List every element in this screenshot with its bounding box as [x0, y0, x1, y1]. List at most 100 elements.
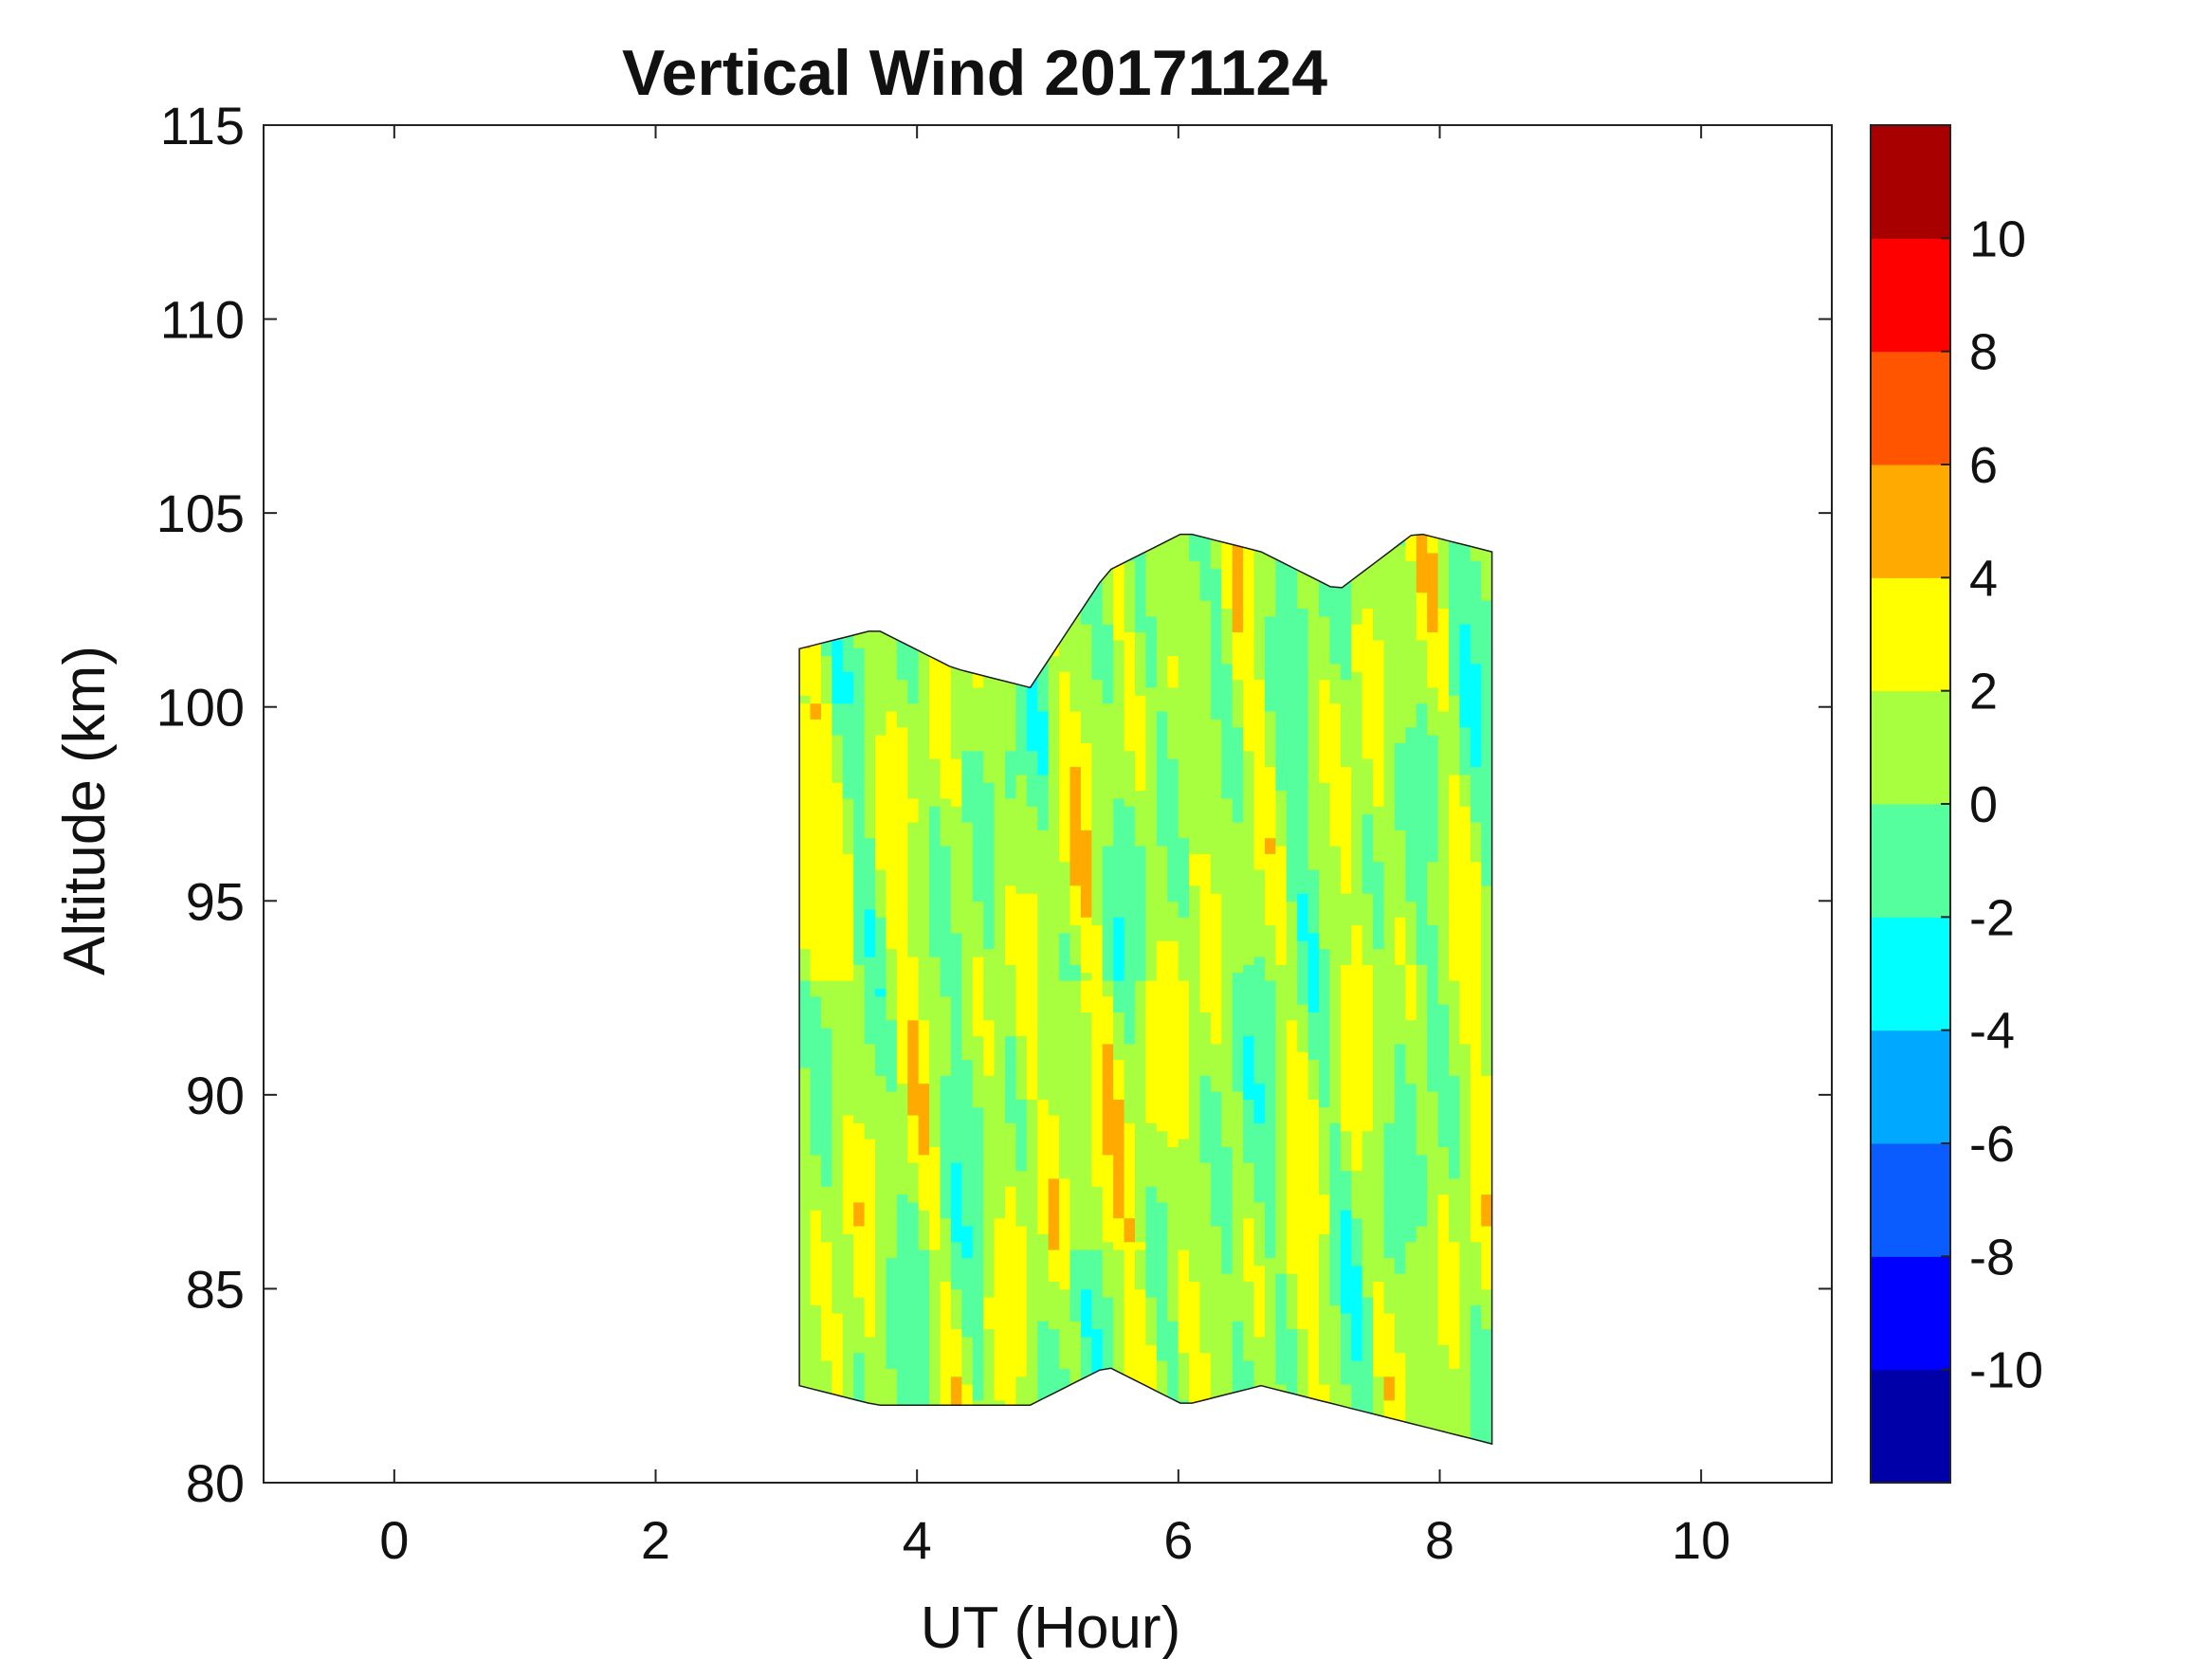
contour-cell	[1178, 537, 1190, 546]
contour-cell	[994, 917, 1006, 926]
contour-cell	[1069, 521, 1081, 530]
contour-cell	[832, 719, 844, 728]
contour-cell	[1091, 1019, 1104, 1029]
contour-cell	[1048, 774, 1060, 783]
contour-cell	[1156, 1115, 1168, 1123]
contour-cell	[961, 552, 974, 561]
contour-cell	[1232, 758, 1244, 768]
contour-cell	[875, 917, 887, 926]
contour-cell	[1069, 782, 1082, 792]
contour-cell	[799, 1059, 812, 1068]
contour-cell	[950, 988, 962, 997]
contour-cell	[1102, 861, 1114, 870]
contour-cell	[1015, 1186, 1028, 1195]
contour-cell	[810, 592, 822, 601]
contour-cell	[950, 1139, 962, 1148]
contour-cell	[1048, 1312, 1060, 1322]
contour-cell	[832, 1066, 844, 1076]
contour-cell	[1015, 893, 1028, 902]
contour-cell	[972, 710, 984, 720]
contour-cell	[1069, 1075, 1082, 1085]
contour-cell	[1156, 1281, 1168, 1290]
contour-cell	[1189, 853, 1201, 863]
contour-cell	[1015, 521, 1027, 530]
contour-cell	[896, 1344, 908, 1354]
contour-cell	[1091, 679, 1104, 688]
contour-cell	[950, 1344, 962, 1354]
contour-cell	[918, 600, 930, 609]
contour-cell	[907, 608, 920, 617]
contour-cell	[842, 988, 854, 997]
contour-cell	[820, 1139, 832, 1148]
contour-cell	[1134, 615, 1146, 625]
contour-cell	[1145, 782, 1158, 792]
contour-cell	[1069, 893, 1082, 902]
contour-cell	[1015, 1099, 1028, 1108]
contour-cell	[799, 710, 812, 720]
contour-cell	[1048, 790, 1060, 799]
contour-cell	[1156, 1075, 1168, 1085]
contour-cell	[1026, 797, 1038, 807]
contour-cell	[972, 766, 984, 775]
contour-cell	[961, 1154, 974, 1163]
contour-cell	[1145, 853, 1158, 863]
contour-cell	[1134, 940, 1146, 950]
contour-cell	[875, 639, 887, 648]
contour-cell	[1048, 979, 1060, 989]
contour-cell	[1069, 1162, 1082, 1172]
contour-cell	[1243, 1431, 1255, 1441]
contour-cell	[799, 663, 812, 672]
contour-cell	[918, 1210, 930, 1219]
contour-cell	[810, 1273, 822, 1283]
contour-cell	[1124, 1415, 1136, 1425]
contour-cell	[1026, 1099, 1038, 1108]
contour-cell	[1178, 1083, 1190, 1092]
contour-cell	[1221, 1051, 1234, 1061]
contour-cell	[950, 600, 962, 609]
contour-cell	[1037, 575, 1050, 585]
contour-cell	[1004, 1273, 1016, 1283]
contour-cell	[875, 1028, 887, 1037]
contour-cell	[896, 624, 908, 633]
contour-cell	[950, 964, 962, 974]
contour-cell	[1080, 837, 1092, 847]
contour-cell	[1145, 845, 1158, 854]
contour-cell	[1080, 1106, 1092, 1116]
contour-cell	[1004, 750, 1016, 759]
contour-cell	[1243, 1265, 1255, 1274]
contour-cell	[853, 521, 865, 530]
contour-cell	[1134, 1297, 1146, 1306]
contour-cell	[1124, 750, 1136, 759]
contour-cell	[1037, 901, 1050, 910]
contour-cell	[896, 735, 908, 743]
contour-cell	[896, 575, 908, 585]
contour-cell	[929, 679, 941, 688]
contour-cell	[1037, 679, 1050, 688]
contour-cell	[886, 901, 898, 910]
contour-cell	[1069, 1304, 1082, 1314]
contour-cell	[886, 853, 898, 863]
contour-cell	[961, 726, 974, 736]
contour-cell	[820, 1075, 832, 1085]
contour-cell	[940, 1384, 952, 1393]
contour-cell	[1189, 1448, 1200, 1456]
contour-cell	[875, 1083, 887, 1092]
contour-cell	[950, 1297, 962, 1306]
contour-cell	[799, 1019, 812, 1029]
contour-cell	[1156, 560, 1168, 570]
contour-cell	[1080, 1066, 1092, 1076]
contour-cell	[1026, 1368, 1038, 1377]
contour-cell	[853, 1312, 866, 1322]
contour-cell	[983, 560, 996, 570]
contour-cell	[864, 1321, 876, 1330]
contour-cell	[1080, 1336, 1092, 1345]
contour-cell	[940, 845, 952, 854]
contour-cell	[1156, 686, 1168, 696]
contour-cell	[1059, 884, 1071, 894]
contour-cell	[1167, 830, 1179, 839]
contour-cell	[821, 1448, 832, 1456]
contour-cell	[864, 1297, 876, 1306]
contour-cell	[1026, 853, 1038, 863]
contour-cell	[961, 869, 974, 878]
contour-cell	[1243, 1099, 1255, 1108]
